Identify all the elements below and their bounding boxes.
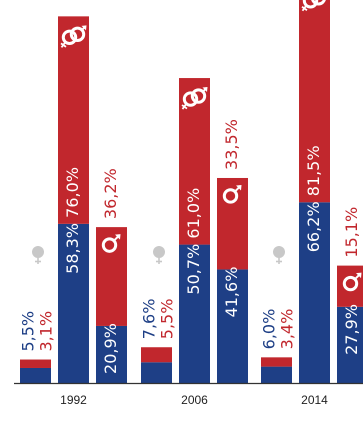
bar-top-label: 81,5%: [304, 145, 323, 196]
male-icon: [101, 234, 121, 253]
male-icon-arrow: [236, 184, 242, 191]
bar-top-segment: [96, 227, 127, 326]
couple-icon-female-ring: [182, 91, 199, 107]
bar-bottom-label: 58,3%: [63, 223, 82, 274]
bar-bottom-segment: [58, 223, 89, 383]
couple-icon-female-bar: [181, 104, 188, 110]
bar-group-2014: 6,0% 3,4% 66,2% 81,5% 27,9% 15,1% 2014: [260, 0, 363, 407]
bar-bottom-segment: [96, 325, 127, 383]
female-icon-ring: [153, 246, 165, 258]
bar-group-1992: 5,5% 3,1% 58,3% 76,0% 20,9% 36,2% 1992: [19, 16, 127, 407]
male-icon: [342, 272, 362, 292]
female-icon: [273, 246, 285, 264]
couple-icon-male-arrow: [81, 25, 87, 31]
bar-top-label: 3,1%: [37, 311, 56, 352]
male-icon: [222, 184, 242, 204]
bar-top-label: 33,5%: [222, 119, 241, 170]
bar-bottom-label: 20,9%: [101, 323, 120, 374]
couple-icon-male-ring: [69, 26, 86, 43]
bar-bottom-label: 6,0%: [260, 309, 279, 350]
x-axis-year-label: 1992: [60, 393, 87, 407]
couple-icon-male-ring: [190, 88, 207, 104]
couple-icon: [301, 0, 326, 12]
bar-bottom-segment: [261, 366, 292, 383]
bar-top-label: 36,2%: [101, 168, 120, 219]
bar-bottom-segment: [217, 269, 248, 383]
female-icon: [153, 246, 165, 264]
couple-icon-male-ring: [311, 0, 326, 6]
bar-bottom-segment: [141, 362, 172, 383]
couple-icon-male-arrow: [202, 87, 208, 93]
couple-icon-female-bar: [60, 42, 67, 48]
bar-top-segment: [20, 359, 51, 368]
bar-bottom-segment: [179, 244, 210, 383]
bar-bottom-label: 27,9%: [342, 304, 361, 355]
bar-bottom-label: 50,7%: [184, 244, 203, 295]
bar-bottom-segment: [337, 306, 363, 383]
female-icon-ring: [273, 246, 285, 258]
couple-icon: [60, 25, 87, 48]
couple-icon: [181, 87, 208, 110]
x-axis-year-label: 2006: [181, 393, 208, 407]
bar-top-segment: [261, 357, 292, 367]
bar-group-2006: 7,6% 5,5% 50,7% 61,0% 41,6% 33,5% 2006: [140, 78, 248, 407]
female-icon-ring: [32, 246, 44, 258]
bar-bottom-label: 5,5%: [19, 311, 38, 352]
bar-top-segment: [299, 0, 330, 203]
male-icon-ring: [222, 188, 239, 204]
bar-bottom-segment: [20, 367, 51, 383]
bar-top-label: 61,0%: [184, 188, 203, 239]
bar-top-segment: [217, 177, 248, 270]
male-icon-ring: [101, 237, 118, 253]
male-icon-ring: [342, 275, 359, 292]
bar-bottom-segment: [299, 202, 330, 383]
bar-top-segment: [141, 347, 172, 363]
bar-top-label: 5,5%: [158, 299, 177, 340]
bar-top-segment: [337, 265, 363, 307]
male-icon-arrow: [356, 272, 362, 279]
couple-icon-female-ring: [61, 29, 78, 46]
couple-icon-female-bar: [301, 6, 308, 12]
bar-bottom-label: 7,6%: [140, 299, 159, 340]
x-axis-year-label: 2014: [301, 393, 328, 407]
female-icon: [32, 246, 44, 264]
bar-top-label: 3,4%: [278, 309, 297, 350]
bar-bottom-label: 66,2%: [304, 201, 323, 252]
bar-top-label: 15,1%: [342, 207, 361, 258]
bar-top-label: 76,0%: [63, 167, 82, 218]
male-icon-arrow: [115, 234, 121, 240]
bar-top-segment: [58, 16, 89, 224]
couple-icon-female-ring: [302, 0, 319, 9]
bar-bottom-label: 41,6%: [222, 267, 241, 318]
